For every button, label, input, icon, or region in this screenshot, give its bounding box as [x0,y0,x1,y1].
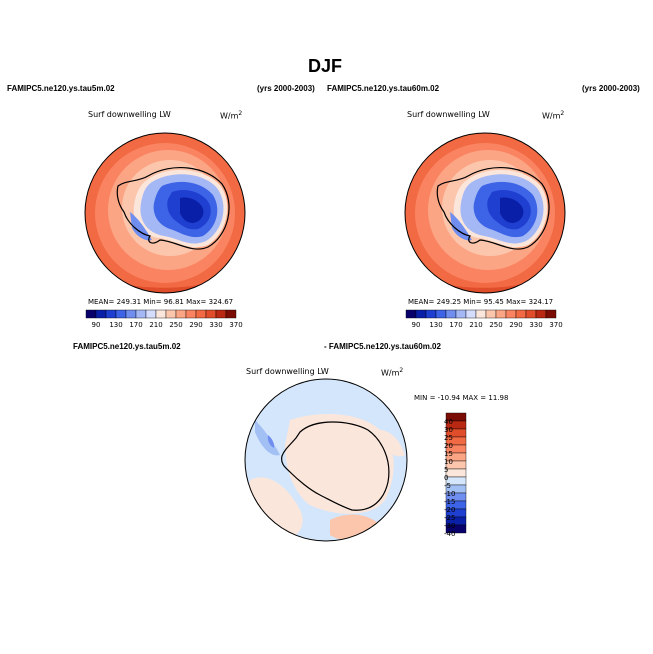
diff-colorbar-tick-label: 40 [444,418,453,426]
figure-title: DJF [308,56,343,76]
diff-colorbar-tick-label: -20 [444,506,455,514]
panel2-years: (yrs 2000-2003) [582,84,640,93]
diff-case-a: FAMIPC5.ne120.ys.tau5m.02 [73,342,181,351]
diff-colorbar-swatch [445,468,467,478]
diff-coastline [281,421,390,511]
panel1-colorbar-tick-label: 170 [129,321,142,329]
panel2-colorbar-tick-label: 370 [549,321,562,329]
panel2-stats: MEAN= 249.25 Min= 95.45 Max= 324.17 [408,298,554,306]
panel2-colorbar-tick-label: 130 [429,321,442,329]
panel1-colorbar-tick-label: 90 [92,321,101,329]
panel2-case-label: FAMIPC5.ne120.ys.tau60m.02 [327,84,440,93]
panel2-colorbar-swatch [545,309,557,319]
diff-colorbar-tick-label: -5 [444,482,451,490]
diff-units: W/m2 [381,367,404,378]
diff-colorbar-tick-label: 25 [444,434,453,442]
panel1-coastline [116,166,230,250]
diff-colorbar-tick-label: 5 [444,466,448,474]
diff-field: Surf downwelling LW [246,367,329,376]
panel1-colorbar: 90 130 170 210 250 290 330 370 [85,309,243,329]
panel2-coastline [436,166,550,250]
diff-colorbar-tick-label: 0 [444,474,448,482]
panel1-colorbar-tick-label: 250 [169,321,182,329]
panel2-colorbar-tick-label: 170 [449,321,462,329]
panel2-colorbar-tick-label: 290 [509,321,522,329]
diff-colorbar-tick-label: -15 [444,498,455,506]
diff-colorbar-tick-label: 10 [444,458,453,466]
panel1-colorbar-tick-label: 330 [209,321,222,329]
panel2-units: W/m2 [542,110,565,121]
panel1-colorbar-swatch [225,309,237,319]
diff-colorbar-tick-label: -25 [444,514,455,522]
panel2-colorbar-tick-label: 250 [489,321,502,329]
diff-colorbar-tick-label: 20 [444,442,453,450]
panel1-years: (yrs 2000-2003) [257,84,315,93]
diff-colorbar-swatch [445,524,467,534]
panel1-colorbar-tick-label: 130 [109,321,122,329]
diff-colorbar-tick-label: -30 [444,522,455,530]
diff-colorbar-tick-label: 30 [444,426,453,434]
diff-minmax: MIN = -10.94 MAX = 11.98 [414,394,509,402]
panel2-colorbar-tick-label: 210 [469,321,482,329]
diff-colorbar-tick-label: 15 [444,450,453,458]
panel2-colorbar: 90 130 170 210 250 290 330 370 [405,309,563,329]
panel1-colorbar-tick-label: 290 [189,321,202,329]
panel1-field: Surf downwelling LW [88,110,171,119]
diff-field-shading [245,379,407,541]
panel1-colorbar-tick-label: 210 [149,321,162,329]
panel1-stats: MEAN= 249.31 Min= 96.81 Max= 324.67 [88,298,234,306]
diff-colorbar-tick-label: -40 [444,530,455,538]
panel2-field: Surf downwelling LW [407,110,490,119]
panel2-colorbar-tick-label: 90 [412,321,421,329]
panel1-case-label: FAMIPC5.ne120.ys.tau5m.02 [7,84,115,93]
panel2-colorbar-tick-label: 330 [529,321,542,329]
diff-map-border [244,378,408,542]
diff-case-b: - FAMIPC5.ne120.ys.tau60m.02 [324,342,441,351]
panel1-units: W/m2 [220,110,243,121]
diff-colorbar-tick-label: -10 [444,490,455,498]
panel2-map-border [404,132,566,294]
panel1-map-border [84,132,246,294]
panel1-colorbar-tick-label: 370 [229,321,242,329]
